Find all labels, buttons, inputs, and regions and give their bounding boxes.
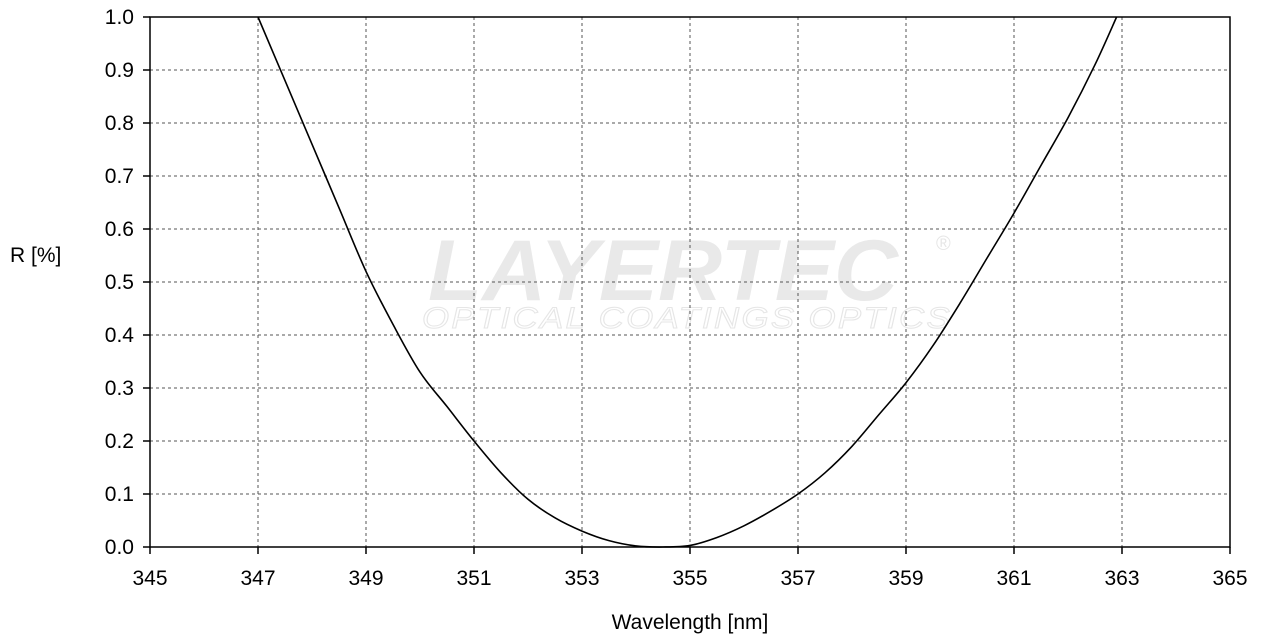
y-tick-label: 0.0 xyxy=(105,536,134,559)
x-tick-label: 349 xyxy=(348,567,383,590)
y-tick-labels: 0.0 0.1 0.2 0.3 0.4 0.5 0.6 0.7 0.8 0.9 1.0 xyxy=(105,6,135,559)
x-axis-label: Wavelength [nm] xyxy=(612,611,769,634)
y-tick-label: 0.2 xyxy=(105,430,134,453)
x-tick-label: 347 xyxy=(240,567,275,590)
x-tick-label: 365 xyxy=(1212,567,1247,590)
watermark-tagline: OPTICAL COATINGS OPTICS xyxy=(422,302,952,335)
y-tick-label: 0.3 xyxy=(105,377,134,400)
x-tick-label: 345 xyxy=(132,567,167,590)
y-axis-label: R [%] xyxy=(10,244,61,267)
x-tick-label: 359 xyxy=(888,567,923,590)
x-tick-label: 351 xyxy=(456,567,491,590)
x-tick-label: 355 xyxy=(672,567,707,590)
watermark-brand: LAYERTEC xyxy=(428,223,900,319)
x-tick-label: 361 xyxy=(996,567,1031,590)
x-tick-label: 357 xyxy=(780,567,815,590)
grid xyxy=(150,17,1230,547)
watermark-registered-mark: ® xyxy=(936,233,951,255)
y-tick-label: 1.0 xyxy=(105,6,134,29)
y-tick-label: 0.8 xyxy=(105,112,134,135)
x-tick-labels: 345 347 349 351 353 355 357 359 361 363 365 xyxy=(132,567,1247,590)
y-tick-label: 0.1 xyxy=(105,483,134,506)
reflectance-curve xyxy=(257,16,1118,548)
layertec-watermark: LAYERTEC ® OPTICAL COATINGS OPTICS xyxy=(422,223,952,336)
y-tick-label: 0.5 xyxy=(105,271,134,294)
tick-marks xyxy=(143,16,1231,554)
y-tick-label: 0.9 xyxy=(105,59,134,82)
x-tick-label: 353 xyxy=(564,567,599,590)
y-tick-label: 0.6 xyxy=(105,218,134,241)
y-tick-label: 0.7 xyxy=(105,165,134,188)
y-tick-label: 0.4 xyxy=(105,324,135,347)
x-tick-label: 363 xyxy=(1104,567,1139,590)
